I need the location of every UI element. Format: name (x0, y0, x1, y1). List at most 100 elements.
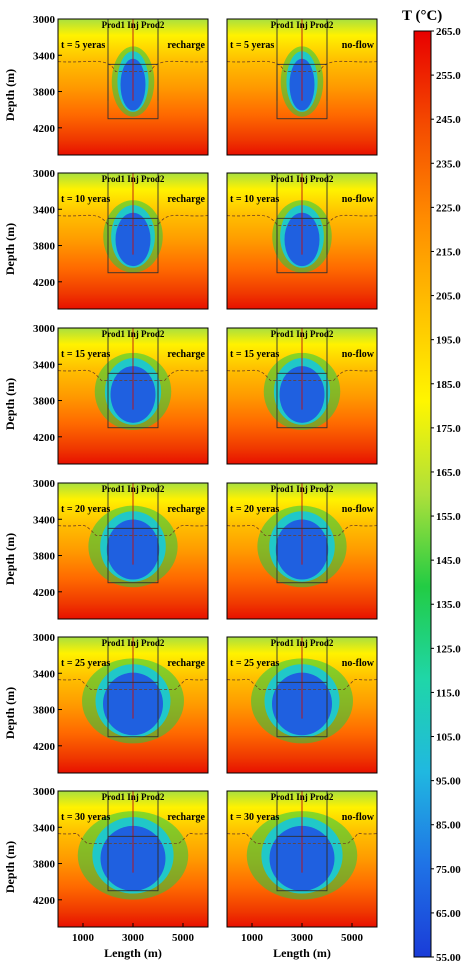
colorbar-tick-label: 115.0 (436, 687, 461, 699)
reservoir-box (276, 835, 328, 892)
y-tick-label: 3000 (33, 14, 56, 26)
time-label: t = 25 yeras (61, 658, 110, 669)
reservoir-box (107, 63, 159, 120)
time-label: t = 30 yeras (230, 812, 279, 823)
panel-3-no-flow: Prod1 Inj Prod2 t = 15 yeras no-flow (226, 327, 378, 465)
panel-frame (57, 18, 209, 156)
time-label: t = 5 yeras (61, 40, 105, 51)
y-axis-label: Depth (m) (3, 687, 17, 739)
y-tick-label: 3400 (33, 50, 56, 62)
panel-2-recharge: Prod1 Inj Prod2 t = 10 yeras recharge 3000 3… (3, 168, 209, 310)
y-tick-label: 3800 (33, 241, 56, 253)
panel-1-no-flow: Prod1 Inj Prod2 t = 5 yeras no-flow (226, 18, 378, 156)
time-label: t = 10 yeras (61, 194, 110, 205)
colorbar-tick-label: 85.00 (436, 820, 461, 832)
isotherm-contour (227, 214, 377, 227)
panel-frame (57, 636, 209, 774)
colorbar-tick-label: 125.0 (436, 643, 461, 655)
isotherm-contour (227, 832, 377, 845)
y-tick-label: 3400 (33, 514, 56, 526)
well-labels: Prod1 Inj Prod2 (102, 484, 165, 494)
well-labels: Prod1 Inj Prod2 (271, 20, 334, 30)
colorbar-tick-label: 255.0 (436, 70, 461, 82)
colorbar-tick-label: 175.0 (436, 423, 461, 435)
boundary-label: no-flow (342, 504, 375, 515)
boundary-label: no-flow (342, 812, 375, 823)
panel-1-recharge: Prod1 Inj Prod2 t = 5 yeras recharge 3000 34… (3, 14, 209, 156)
boundary-label: recharge (167, 194, 205, 205)
colorbar-tick-label: 215.0 (436, 246, 461, 258)
reservoir-box (276, 217, 328, 274)
time-label: t = 10 yeras (230, 194, 279, 205)
time-label: t = 25 yeras (230, 658, 279, 669)
isotherm-contour (58, 678, 208, 691)
boundary-label: recharge (167, 504, 205, 515)
boundary-label: recharge (167, 812, 205, 823)
reservoir-box (107, 527, 159, 584)
panel-5-no-flow: Prod1 Inj Prod2 t = 25 yeras no-flow (226, 636, 378, 774)
panel-4-no-flow: Prod1 Inj Prod2 t = 20 yeras no-flow (226, 482, 378, 620)
isotherm-contour (58, 60, 208, 73)
y-tick-label: 4200 (33, 277, 56, 289)
well-labels: Prod1 Inj Prod2 (271, 792, 334, 802)
colorbar-tick-label: 65.00 (436, 908, 461, 920)
colorbar-tick-label: 95.00 (436, 776, 461, 788)
colorbar-tick-label: 185.0 (436, 379, 461, 391)
panel-frame (57, 327, 209, 465)
panel-frame (57, 172, 209, 310)
colorbar-tick-label: 75.00 (436, 864, 461, 876)
boundary-label: recharge (167, 40, 205, 51)
x-tick-label: 1000 (241, 932, 264, 944)
time-label: t = 15 yeras (61, 349, 110, 360)
boundary-label: no-flow (342, 194, 375, 205)
y-tick-label: 3000 (33, 478, 56, 490)
y-tick-label: 3000 (33, 632, 56, 644)
isotherm-contour (58, 832, 208, 845)
reservoir-box (107, 217, 159, 274)
y-tick-label: 3000 (33, 168, 56, 180)
colorbar-tick-label: 265.0 (436, 26, 461, 38)
well-labels: Prod1 Inj Prod2 (102, 20, 165, 30)
time-label: t = 15 yeras (230, 349, 279, 360)
x-tick-label: 3000 (122, 932, 145, 944)
reservoir-box (276, 372, 328, 429)
time-label: t = 20 yeras (61, 504, 110, 515)
y-tick-label: 3800 (33, 859, 56, 871)
colorbar-tick-label: 145.0 (436, 555, 461, 567)
panel-frame (226, 482, 378, 620)
boundary-label: no-flow (342, 658, 375, 669)
colorbar-gradient (413, 30, 432, 958)
well-labels: Prod1 Inj Prod2 (271, 484, 334, 494)
x-tick-label: 5000 (172, 932, 195, 944)
x-tick-label: 3000 (291, 932, 314, 944)
well-labels: Prod1 Inj Prod2 (102, 638, 165, 648)
reservoir-box (107, 681, 159, 738)
colorbar-tick-label: 205.0 (436, 291, 461, 303)
y-axis-label: Depth (m) (3, 841, 17, 893)
y-tick-label: 3400 (33, 204, 56, 216)
reservoir-box (276, 681, 328, 738)
reservoir-box (276, 527, 328, 584)
colorbar-tick-label: 235.0 (436, 158, 461, 170)
colorbar: T (°C) 265.0 255.0 245.0 235.0 225.0 215.0 205… (402, 8, 461, 964)
colorbar-ticks: 265.0 255.0 245.0 235.0 225.0 215.0 205.0 195.0… (431, 26, 461, 964)
panel-3-recharge: Prod1 Inj Prod2 t = 15 yeras recharge 3000 3… (3, 323, 209, 465)
panel-frame (226, 172, 378, 310)
y-tick-label: 3800 (33, 396, 56, 408)
y-tick-label: 3800 (33, 705, 56, 717)
panel-6-recharge: Prod1 Inj Prod2 t = 30 yeras recharge 3000 3… (3, 786, 209, 960)
reservoir-box (107, 372, 159, 429)
colorbar-tick-label: 155.0 (436, 511, 461, 523)
x-tick-label: 5000 (341, 932, 364, 944)
y-tick-label: 3000 (33, 786, 56, 798)
colorbar-tick-label: 55.00 (436, 952, 461, 964)
well-labels: Prod1 Inj Prod2 (102, 329, 165, 339)
panel-4-recharge: Prod1 Inj Prod2 t = 20 yeras recharge 3000 3… (3, 478, 209, 620)
colorbar-tick-label: 195.0 (436, 335, 461, 347)
y-tick-label: 3400 (33, 822, 56, 834)
colorbar-title: T (°C) (402, 8, 442, 24)
y-tick-label: 4200 (33, 895, 56, 907)
y-tick-label: 4200 (33, 432, 56, 444)
panel-frame (226, 327, 378, 465)
colorbar-tick-label: 245.0 (436, 114, 461, 126)
